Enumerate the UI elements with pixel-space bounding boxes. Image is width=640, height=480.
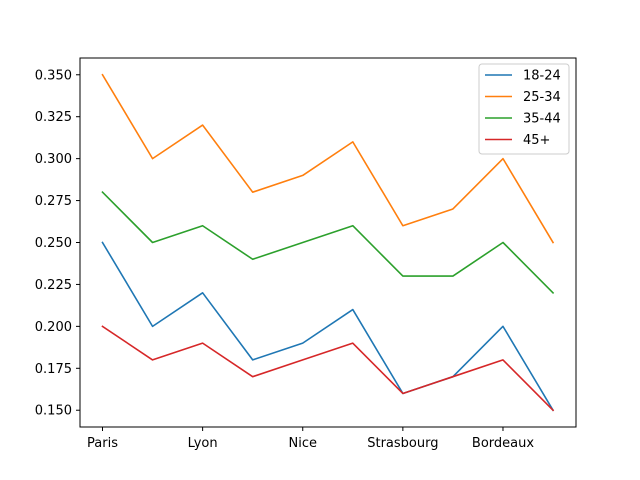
series-layer	[101, 73, 555, 412]
y-tick-label: 0.225	[35, 278, 72, 293]
x-tick-label: Lyon	[188, 436, 218, 451]
legend-label: 35-44	[523, 112, 561, 127]
y-tick-label: 0.275	[35, 194, 72, 209]
x-tick-label: Bordeaux	[472, 436, 534, 451]
legend-label: 45+	[523, 133, 550, 148]
series-line-2	[101, 191, 555, 294]
x-tick-label: Paris	[87, 436, 118, 451]
legend-label: 18-24	[523, 69, 561, 84]
legend-box	[478, 63, 570, 155]
y-axis: 0.150 0.175 0.200 0.225 0.250 0.275 0.300 0.325…	[35, 68, 80, 419]
legend: 18-24 25-34 35-44 45+	[478, 63, 570, 155]
x-tick-label: Nice	[288, 436, 316, 451]
series-line-3	[101, 325, 555, 412]
y-tick-label: 0.300	[35, 152, 72, 167]
y-tick-label: 0.150	[35, 404, 72, 419]
y-tick-label: 0.350	[35, 68, 72, 83]
y-tick-label: 0.175	[35, 362, 72, 377]
y-tick-label: 0.200	[35, 320, 72, 335]
x-tick-label: Strasbourg	[367, 436, 438, 451]
legend-label: 25-34	[523, 90, 561, 105]
y-tick-label: 0.325	[35, 110, 72, 125]
y-tick-label: 0.250	[35, 236, 72, 251]
x-axis: Paris Lyon Nice Strasbourg Bordeaux	[87, 427, 534, 451]
series-line-1	[101, 73, 555, 244]
series-line-0	[101, 241, 555, 412]
